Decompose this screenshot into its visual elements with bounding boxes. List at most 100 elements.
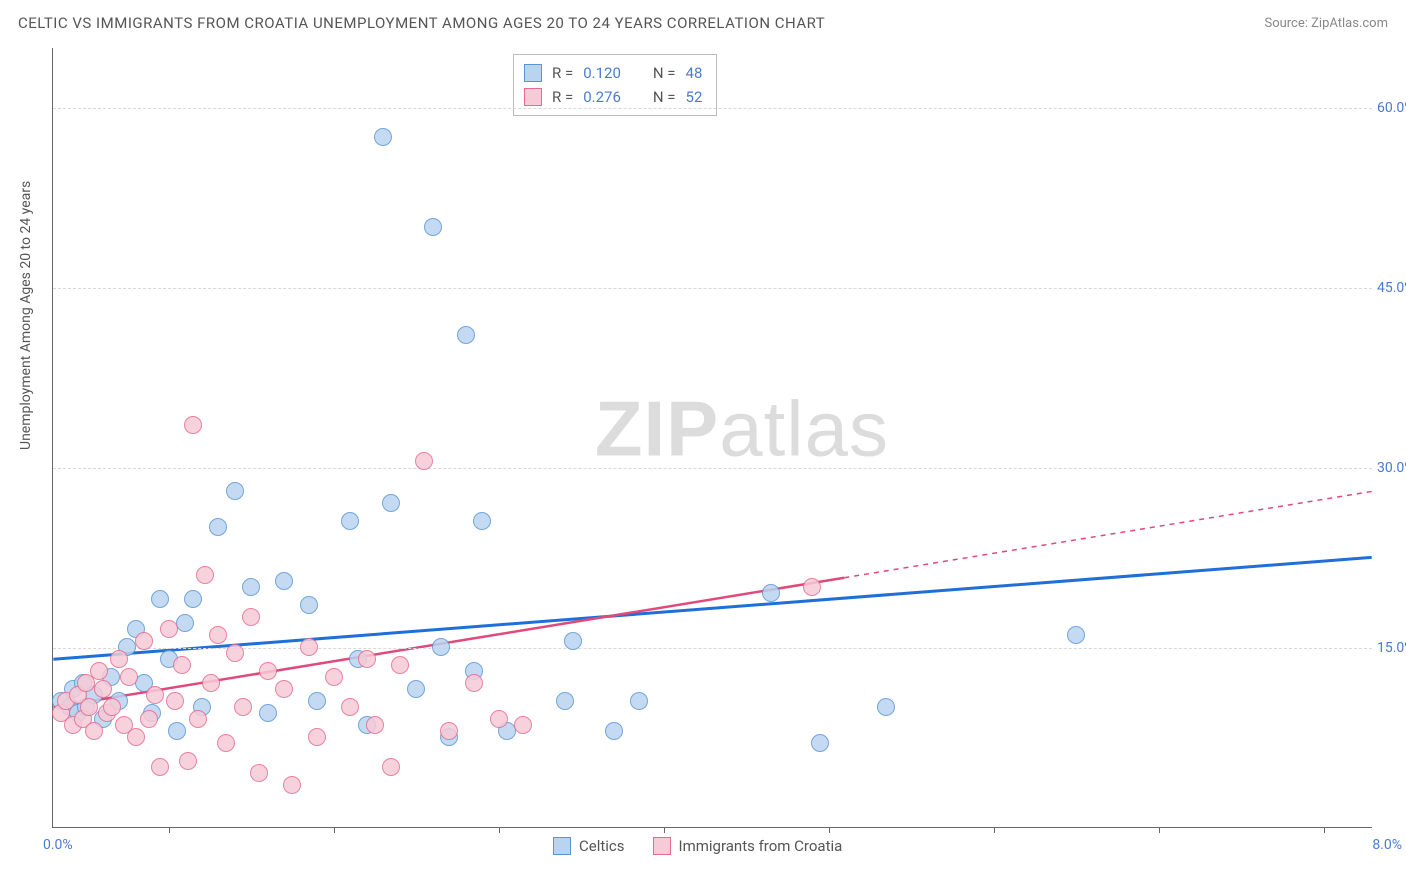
- scatter-point: [151, 758, 169, 776]
- scatter-point: [300, 596, 318, 614]
- scatter-point: [209, 626, 227, 644]
- scatter-point: [166, 692, 184, 710]
- scatter-point: [300, 638, 318, 656]
- legend-item-croatia: Immigrants from Croatia: [653, 837, 843, 855]
- scatter-point: [803, 578, 821, 596]
- scatter-point: [564, 632, 582, 650]
- source-label: Source: ZipAtlas.com: [1264, 16, 1388, 31]
- r-label: R =: [552, 61, 573, 85]
- gridline: [53, 288, 1372, 289]
- scatter-point: [242, 608, 260, 626]
- y-tick-label: 15.0%: [1377, 640, 1406, 656]
- scatter-point: [275, 572, 293, 590]
- scatter-point: [407, 680, 425, 698]
- scatter-point: [382, 758, 400, 776]
- r-value-2: 0.276: [583, 85, 621, 109]
- n-label: N =: [653, 61, 676, 85]
- scatter-point: [120, 668, 138, 686]
- legend-item-celtics: Celtics: [553, 837, 625, 855]
- x-tick: [499, 827, 500, 833]
- legend-series: Celtics Immigrants from Croatia: [553, 837, 842, 855]
- scatter-point: [308, 692, 326, 710]
- legend-swatch-celtics: [524, 64, 542, 82]
- x-tick: [334, 827, 335, 833]
- gridline: [53, 648, 1372, 649]
- scatter-point: [605, 722, 623, 740]
- scatter-point: [374, 128, 392, 146]
- scatter-point: [1067, 626, 1085, 644]
- scatter-point: [391, 656, 409, 674]
- scatter-point: [103, 698, 121, 716]
- scatter-point: [184, 590, 202, 608]
- scatter-point: [457, 326, 475, 344]
- scatter-point: [275, 680, 293, 698]
- x-tick: [169, 827, 170, 833]
- chart-container: CELTIC VS IMMIGRANTS FROM CROATIA UNEMPL…: [0, 0, 1406, 892]
- scatter-point: [325, 668, 343, 686]
- r-label-2: R =: [552, 85, 573, 109]
- scatter-point: [80, 698, 98, 716]
- scatter-point: [514, 716, 532, 734]
- y-tick-label: 45.0%: [1377, 280, 1406, 296]
- chart-title: CELTIC VS IMMIGRANTS FROM CROATIA UNEMPL…: [18, 14, 825, 32]
- x-origin-label: 0.0%: [43, 837, 73, 853]
- scatter-point: [242, 578, 260, 596]
- x-tick: [1159, 827, 1160, 833]
- scatter-point: [173, 656, 191, 674]
- scatter-point: [226, 482, 244, 500]
- scatter-point: [259, 704, 277, 722]
- legend-swatch-croatia: [524, 88, 542, 106]
- x-tick: [829, 827, 830, 833]
- scatter-point: [424, 218, 442, 236]
- legend-swatch-celtics-b: [553, 837, 571, 855]
- r-value-1: 0.120: [583, 61, 621, 85]
- scatter-point: [440, 722, 458, 740]
- gridline: [53, 468, 1372, 469]
- title-bar: CELTIC VS IMMIGRANTS FROM CROATIA UNEMPL…: [18, 14, 1388, 32]
- legend-swatch-croatia-b: [653, 837, 671, 855]
- x-tick: [994, 827, 995, 833]
- legend-label-celtics: Celtics: [579, 837, 625, 855]
- scatter-point: [217, 734, 235, 752]
- scatter-point: [90, 662, 108, 680]
- y-tick-label: 60.0%: [1377, 100, 1406, 116]
- scatter-point: [110, 650, 128, 668]
- scatter-point: [176, 614, 194, 632]
- scatter-point: [432, 638, 450, 656]
- scatter-point: [341, 512, 359, 530]
- scatter-point: [94, 680, 112, 698]
- scatter-point: [630, 692, 648, 710]
- watermark-light: atlas: [719, 384, 889, 472]
- y-axis-label: Unemployment Among Ages 20 to 24 years: [18, 181, 34, 450]
- scatter-point: [196, 566, 214, 584]
- scatter-point: [341, 698, 359, 716]
- scatter-point: [146, 686, 164, 704]
- n-value-1: 48: [686, 61, 703, 85]
- scatter-point: [202, 674, 220, 692]
- scatter-point: [127, 728, 145, 746]
- legend-row-1: R = 0.120 N = 48: [524, 61, 702, 85]
- watermark: ZIPatlas: [595, 383, 889, 474]
- scatter-point: [762, 584, 780, 602]
- scatter-point: [209, 518, 227, 536]
- scatter-point: [259, 662, 277, 680]
- scatter-point: [160, 620, 178, 638]
- scatter-point: [234, 698, 252, 716]
- n-label-2: N =: [653, 85, 676, 109]
- scatter-point: [140, 710, 158, 728]
- scatter-point: [151, 590, 169, 608]
- plot-area: ZIPatlas R = 0.120 N = 48 R = 0.276 N = …: [52, 48, 1372, 828]
- gridline: [53, 108, 1372, 109]
- scatter-point: [490, 710, 508, 728]
- legend-label-croatia: Immigrants from Croatia: [679, 837, 843, 855]
- scatter-point: [465, 674, 483, 692]
- watermark-bold: ZIP: [595, 384, 719, 472]
- scatter-point: [226, 644, 244, 662]
- scatter-point: [283, 776, 301, 794]
- scatter-point: [179, 752, 197, 770]
- scatter-point: [250, 764, 268, 782]
- scatter-point: [85, 722, 103, 740]
- scatter-point: [556, 692, 574, 710]
- scatter-point: [811, 734, 829, 752]
- scatter-point: [189, 710, 207, 728]
